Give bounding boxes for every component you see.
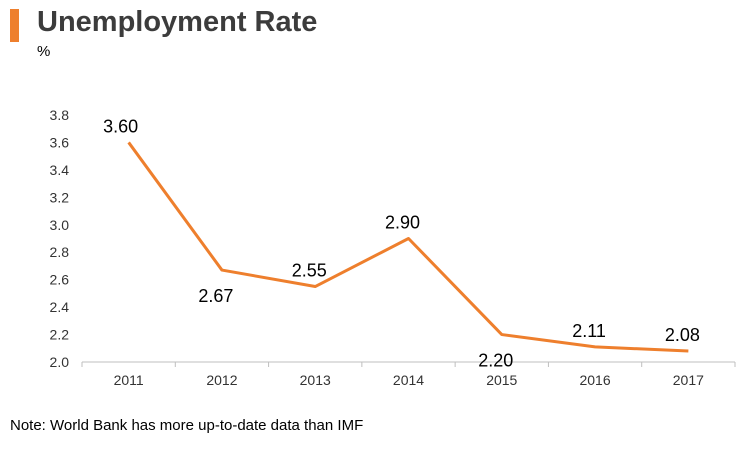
- data-label: 2.08: [665, 325, 700, 345]
- unit-label: %: [37, 43, 51, 60]
- x-axis: 2011 2012 2013 2014 2015 2016 2017: [81, 361, 736, 388]
- y-tick-label: 2.4: [50, 299, 70, 315]
- data-label: 3.60: [103, 116, 138, 136]
- y-tick-label: 3.0: [50, 217, 70, 233]
- chart-title: Unemployment Rate: [37, 6, 318, 38]
- y-tick-label: 2.0: [50, 354, 70, 370]
- x-tick-label: 2012: [206, 372, 237, 388]
- y-tick-label: 2.8: [50, 244, 70, 260]
- series-line: [127, 141, 689, 353]
- series-group: [127, 141, 689, 353]
- y-tick-label: 3.2: [50, 189, 70, 205]
- y-tick-label: 3.6: [50, 134, 70, 150]
- x-tick-label: 2017: [673, 372, 704, 388]
- y-tick-label: 2.6: [50, 272, 70, 288]
- x-tick-label: 2011: [114, 372, 144, 388]
- x-tick-label: 2015: [486, 372, 517, 388]
- data-labels: 3.60 2.67 2.55 2.90 2.20 2.11 2.08: [103, 116, 700, 370]
- x-tick-label: 2014: [393, 372, 424, 388]
- y-tick-label: 3.4: [50, 162, 70, 178]
- y-tick-label: 3.8: [50, 107, 70, 123]
- data-label: 2.11: [572, 321, 606, 341]
- data-label: 2.20: [478, 351, 513, 371]
- footnote: Note: World Bank has more up-to-date dat…: [10, 417, 364, 434]
- y-tick-label: 2.2: [50, 327, 70, 343]
- y-axis: 2.0 2.2 2.4 2.6 2.8 3.0 3.2 3.4 3.6 3.8: [50, 107, 70, 370]
- title-accent-bar: [10, 9, 19, 42]
- x-tick-label: 2016: [579, 372, 610, 388]
- data-label: 2.55: [292, 261, 327, 281]
- data-label: 2.90: [385, 213, 420, 233]
- x-tick-label: 2013: [300, 372, 331, 388]
- data-label: 2.67: [198, 286, 233, 306]
